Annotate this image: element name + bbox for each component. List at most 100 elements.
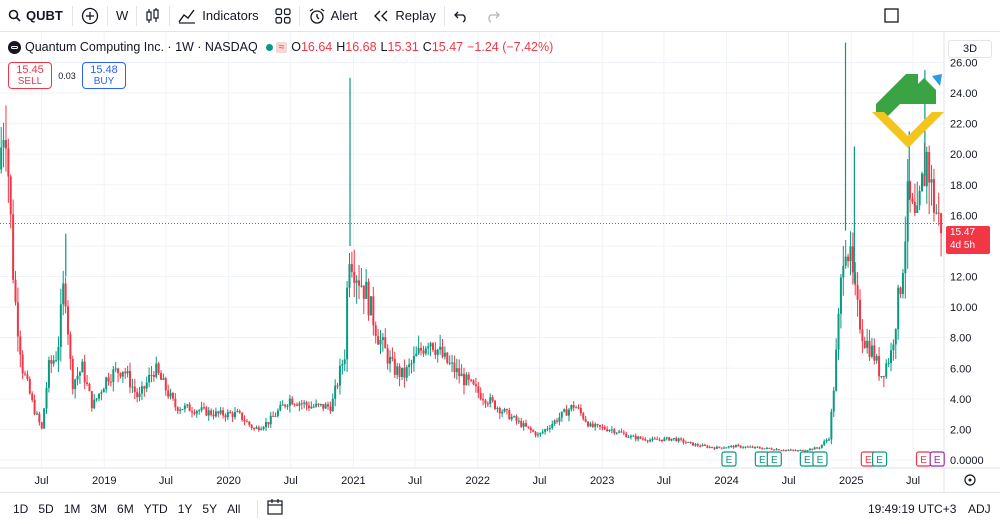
candle-body [622, 432, 625, 434]
timezone-clock[interactable]: 19:49:19 UTC+3 [868, 502, 957, 516]
square-icon [884, 8, 899, 23]
open-value: 16.64 [300, 40, 333, 54]
range-button-3m[interactable]: 3M [90, 501, 108, 516]
candle-body [544, 429, 547, 432]
fullscreen-button[interactable] [876, 0, 907, 32]
earnings-marker[interactable]: E [721, 451, 737, 467]
candle-body [207, 410, 210, 416]
indicators-button[interactable]: Indicators [170, 0, 266, 32]
candle-body [825, 439, 828, 442]
templates-button[interactable] [267, 0, 299, 32]
range-button-6m[interactable]: 6M [117, 501, 134, 516]
compare-button[interactable] [73, 0, 107, 32]
candle-body [744, 446, 747, 448]
earnings-marker[interactable]: E [915, 451, 932, 467]
y-tick-label: 20.00 [950, 149, 978, 161]
sell-button[interactable]: 15.45 SELL [8, 62, 52, 89]
x-tick-label: 2020 [216, 475, 240, 487]
candle-body [229, 412, 232, 414]
candle-body [334, 385, 337, 399]
symbol-search[interactable]: QUBT [0, 0, 72, 32]
candle-body [188, 404, 191, 412]
candle-body [226, 412, 229, 418]
candle-body [909, 181, 912, 199]
candle-body [844, 256, 847, 266]
range-button-1y[interactable]: 1Y [177, 501, 193, 516]
earnings-icon [871, 451, 888, 467]
buy-price: 15.48 [90, 64, 118, 76]
candle-body [556, 420, 559, 422]
candlestick-chart[interactable]: 0.00002.004.006.008.0010.0012.0014.0016.… [0, 32, 1000, 492]
earnings-marker[interactable]: E [871, 451, 888, 467]
candle-body [176, 407, 179, 411]
range-button-5d[interactable]: 5D [38, 501, 54, 516]
buy-button[interactable]: 15.48 BUY [82, 62, 126, 89]
legend-title: Quantum Computing Inc. · 1W · NASDAQ [25, 40, 258, 54]
earnings-marker[interactable]: E [766, 451, 782, 467]
adjust-toggle[interactable]: ADJ [968, 502, 991, 516]
y-tick-label: 0.0000 [950, 455, 984, 467]
redo-button[interactable] [477, 0, 509, 32]
y-tick-label: 24.00 [950, 88, 978, 100]
range-button-all[interactable]: All [227, 501, 241, 516]
candle-body [117, 368, 120, 374]
goto-date-button[interactable] [266, 498, 284, 519]
candle-body [202, 407, 205, 409]
candle-body [379, 339, 382, 345]
range-button-5y[interactable]: 5Y [202, 501, 218, 516]
y-tick-label: 22.00 [950, 119, 978, 131]
candle-body [155, 363, 158, 377]
candle-body [796, 450, 799, 452]
candle-body [303, 402, 306, 404]
candle-body [541, 431, 544, 433]
undo-button[interactable] [445, 0, 477, 32]
candle-body [152, 374, 155, 377]
candle-body [613, 429, 616, 434]
candle-body [9, 176, 12, 215]
candle-body [231, 413, 234, 418]
chart-type-button[interactable] [137, 0, 169, 32]
y-axis-bg[interactable] [944, 32, 1000, 492]
candle-body [467, 374, 470, 380]
candle-body [114, 368, 117, 370]
undo-icon [453, 11, 466, 23]
interval-button[interactable]: W [108, 0, 136, 32]
alert-button[interactable]: Alert [300, 0, 366, 32]
candle-body [577, 407, 580, 409]
candle-body [847, 256, 850, 262]
candle-body [327, 404, 330, 407]
candle-body [429, 343, 432, 347]
candle-body [782, 450, 785, 452]
candle-body [940, 213, 943, 234]
range-buttons: 1D 5D 1M 3M 6M YTD 1Y 5Y All [8, 502, 245, 516]
candle-body [858, 299, 861, 330]
candle-body [145, 382, 148, 389]
candle-body [24, 373, 27, 375]
chart-area[interactable]: 0.00002.004.006.008.0010.0012.0014.0016.… [0, 32, 1000, 492]
candle-body [214, 411, 217, 417]
candle-body [479, 392, 482, 400]
earnings-marker[interactable]: E [812, 451, 828, 467]
earnings-marker[interactable]: E [799, 451, 815, 467]
candle-body [124, 371, 127, 374]
candle-body [799, 450, 802, 452]
scale-menu-button[interactable]: 3D [948, 40, 992, 58]
candle-body [167, 390, 170, 397]
candle-body [193, 412, 196, 414]
candle-body [639, 436, 642, 439]
candle-body [186, 404, 189, 406]
candle-body [837, 313, 840, 350]
axis-settings-icon[interactable] [964, 474, 976, 486]
symbol-logo-icon [8, 40, 21, 54]
range-button-1d[interactable]: 1D [13, 501, 29, 516]
candle-body [670, 438, 673, 441]
candle-body [801, 450, 804, 452]
range-button-ytd[interactable]: YTD [143, 501, 168, 516]
candle-body [560, 411, 563, 418]
earnings-marker[interactable]: E [929, 451, 945, 467]
candle-body [341, 364, 344, 366]
candle-body [408, 364, 411, 368]
replay-button[interactable]: Replay [365, 0, 443, 32]
range-button-1m[interactable]: 1M [63, 501, 81, 516]
candle-body [455, 368, 458, 373]
